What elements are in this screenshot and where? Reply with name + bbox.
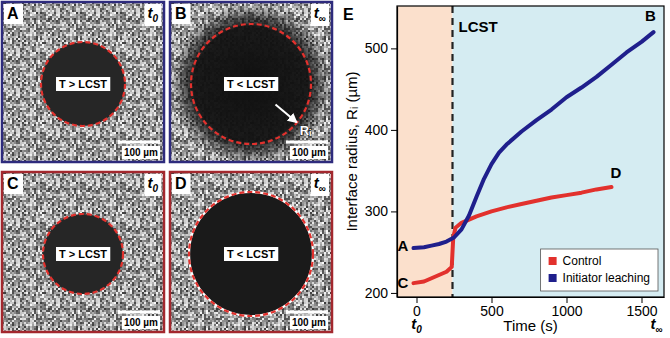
scale-bar (118, 311, 158, 314)
interface-ring (189, 192, 313, 316)
scale-bar (286, 311, 326, 314)
time-label: t∞ (650, 315, 662, 335)
tick-mark (391, 211, 397, 212)
image-panel: T > LCST At0 100 µm (2, 2, 164, 162)
image-panel: T < LCST Dt∞ 100 µm (170, 172, 332, 332)
temperature-label: T > LCST (59, 78, 107, 90)
label-background (56, 77, 110, 91)
scale-bar-background (122, 146, 160, 159)
letter-background (4, 174, 23, 194)
label-background (224, 77, 278, 91)
radius-label: Rᵢ (300, 123, 311, 138)
tick: 300 (365, 203, 397, 219)
plot-area (397, 6, 664, 297)
scale-bar-label: 100 µm (292, 317, 326, 328)
radius-arrow (276, 105, 297, 123)
time-background (144, 174, 161, 196)
interface-circle (43, 214, 123, 294)
droplet (171, 4, 331, 162)
scale-bar-label: 100 µm (124, 147, 158, 158)
panel-letter: A (7, 5, 19, 22)
time-background (311, 174, 329, 196)
interface-circle (189, 192, 313, 316)
point-annotation: C (398, 274, 409, 291)
image-panel: T < LCST Rᵢ Bt∞ 100 µm (170, 2, 332, 164)
legend-label: Initiator leaching (563, 271, 650, 285)
label-background (56, 247, 110, 261)
droplet (43, 214, 123, 294)
tick: 400 (365, 122, 397, 138)
time-background (311, 4, 329, 26)
time-label: t0 (411, 315, 422, 335)
scale-bar-background (290, 146, 328, 159)
tick-mark (391, 48, 397, 49)
tick-label: 500 (365, 40, 389, 56)
y-axis-title: Interface radius, Rᵢ (µm) (343, 71, 360, 231)
temperature-label: T < LCST (227, 248, 275, 260)
temperature-label: T < LCST (227, 78, 275, 90)
point-annotation: B (645, 7, 656, 24)
legend-label: Control (563, 254, 602, 268)
time-background (144, 4, 161, 26)
letter-background (172, 4, 191, 24)
legend: Control Initiator leaching (541, 249, 658, 291)
label-background (224, 247, 278, 261)
legend-swatch (549, 274, 557, 282)
figure: T > LCSTAt0100 µmT < LCSTRᵢBt∞100 µmT > … (0, 0, 670, 338)
panel-letter: E (343, 6, 354, 23)
panel-border (170, 172, 332, 332)
panel-letter: B (175, 5, 187, 22)
micrograph (2, 2, 164, 162)
tick: 500 (480, 297, 504, 319)
panel-letter: D (175, 175, 187, 192)
panel-border (170, 2, 332, 162)
panel-border (2, 172, 164, 332)
time-label: t∞ (314, 174, 326, 194)
tick-label: 400 (365, 122, 389, 138)
x-axis: 050010001500 (398, 297, 665, 319)
x-axis-title: Time (s) (503, 317, 557, 334)
micrograph (2, 172, 164, 332)
interface-circle (41, 42, 125, 126)
time-label: t0 (147, 174, 158, 194)
scale-bar (118, 141, 158, 144)
panel-letter: C (7, 175, 19, 192)
legend-swatch (549, 257, 557, 265)
legend-box (541, 249, 658, 291)
time-label: t0 (147, 4, 158, 24)
scale-bar-label: 100 µm (292, 147, 326, 158)
lcst-label: LCST (459, 18, 498, 35)
droplet (189, 192, 313, 316)
tick: 1000 (551, 297, 582, 319)
point-annotation: A (398, 237, 409, 254)
above-lcst-region (397, 6, 453, 297)
image-panel: T > LCST Ct0 100 µm (2, 172, 164, 332)
scale-bar-background (122, 316, 160, 329)
tick-mark (391, 130, 397, 131)
tick: 500 (365, 40, 397, 56)
tick-mark (391, 293, 397, 294)
temperature-label: T > LCST (59, 248, 107, 260)
tick-label: 300 (365, 203, 389, 219)
plot-frame (397, 6, 664, 297)
letter-background (172, 174, 191, 194)
scale-bar-background (290, 316, 328, 329)
tick-label: 500 (480, 303, 504, 319)
scale-bar (286, 141, 326, 144)
droplet (41, 42, 125, 126)
tick-label: 200 (365, 285, 389, 301)
tick: 200 (365, 285, 397, 301)
letter-background (4, 4, 23, 24)
interface-circle (191, 24, 311, 144)
scale-bar-label: 100 µm (124, 317, 158, 328)
y-axis: 200 300 400 500 (365, 7, 398, 301)
series-line (414, 32, 654, 248)
time-label: t∞ (314, 4, 326, 24)
point-annotation: D (611, 164, 622, 181)
micrograph (170, 172, 332, 332)
panel-border (2, 2, 164, 162)
